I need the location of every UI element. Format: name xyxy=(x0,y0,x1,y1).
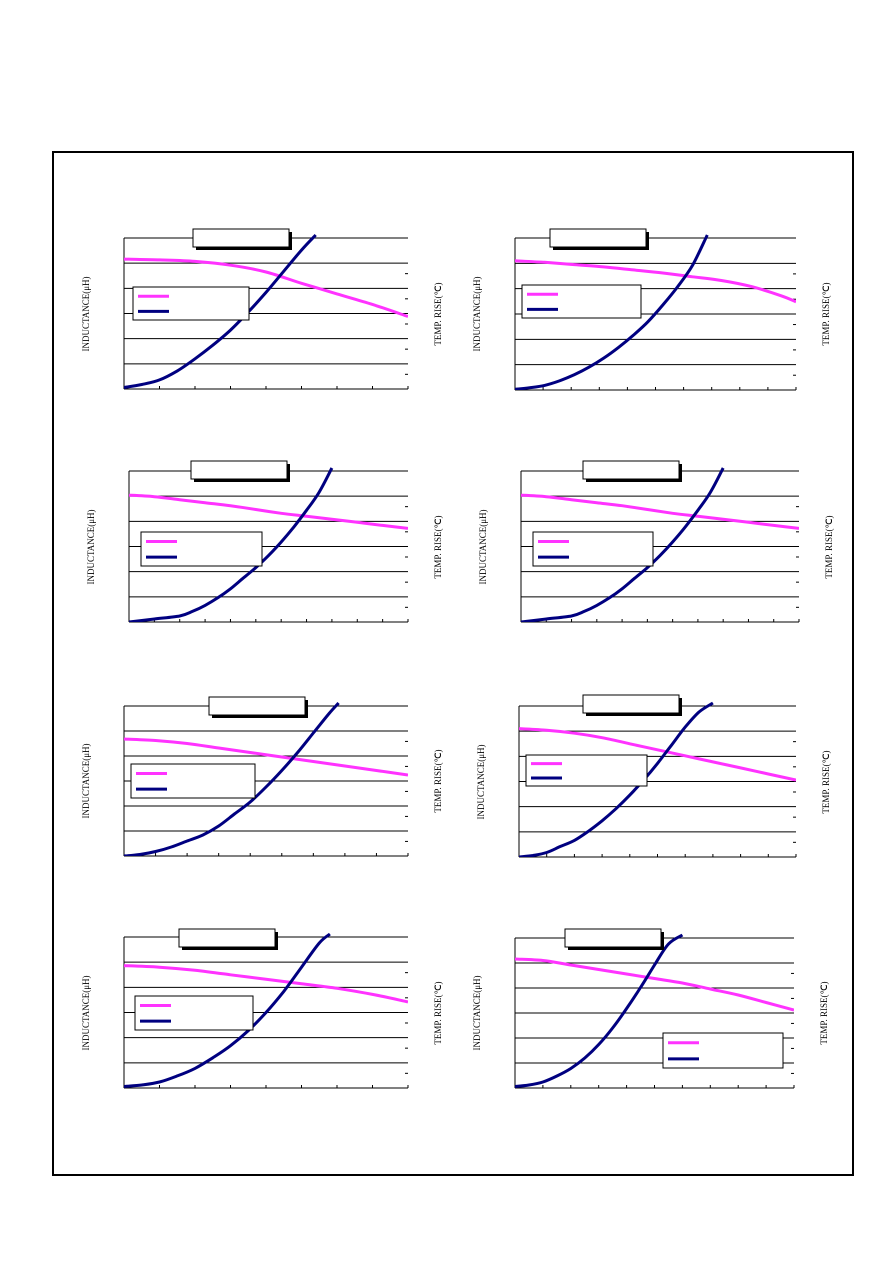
chart-title-box xyxy=(564,928,662,948)
chart-title-box xyxy=(192,228,290,248)
temp-rise-curve xyxy=(521,467,725,622)
y-axis-label: INDUCTANCE(μH) xyxy=(476,743,486,820)
temp-rise-curve xyxy=(124,701,340,856)
inductance-curve xyxy=(521,493,799,530)
temp-rise-curve xyxy=(124,932,331,1088)
y2-axis-label: TEMP. RISE(℃) xyxy=(433,749,443,813)
temp-rise-curve xyxy=(515,933,684,1088)
y-axis-label: INDUCTANCE(μH) xyxy=(472,276,482,352)
legend-box xyxy=(134,995,254,1031)
inductance-curve xyxy=(124,964,408,1004)
inductance-curve xyxy=(124,257,408,318)
y2-axis-label: TEMP. RISE(℃) xyxy=(433,514,443,579)
temp-rise-curve xyxy=(124,233,317,389)
y2-axis-label: TEMP. RISE(℃) xyxy=(433,281,443,346)
y2-axis-label: TEMP. RISE(℃) xyxy=(821,282,831,346)
y-axis-label: INDUCTANCE(μH) xyxy=(478,508,488,585)
y-axis-label: INDUCTANCE(μH) xyxy=(81,743,91,819)
y-axis-label: INDUCTANCE(μH) xyxy=(81,275,91,352)
chart-title-box xyxy=(582,460,680,480)
chart-title-box xyxy=(582,694,680,714)
legend-box xyxy=(521,284,642,319)
y2-axis-label: TEMP. RISE(℃) xyxy=(433,980,443,1045)
y-axis-label: INDUCTANCE(μH) xyxy=(472,975,482,1051)
chart-title-box xyxy=(208,696,306,716)
legend-box xyxy=(662,1032,784,1069)
legend-box xyxy=(140,531,263,567)
y-axis-label: INDUCTANCE(μH) xyxy=(86,508,96,585)
inductance-curve xyxy=(519,727,796,782)
y2-axis-label: TEMP. RISE(℃) xyxy=(821,749,831,814)
legend-box xyxy=(525,754,648,787)
y2-axis-label: TEMP. RISE(℃) xyxy=(824,514,834,579)
temp-rise-curve xyxy=(519,701,714,857)
inductance-curve xyxy=(129,493,408,530)
inductance-curve xyxy=(515,957,794,1012)
chart-title-box xyxy=(549,228,647,248)
y-axis-label: INDUCTANCE(μH) xyxy=(81,974,91,1051)
legend-box xyxy=(130,763,256,799)
chart-title-box xyxy=(190,460,288,480)
legend-box xyxy=(532,531,654,567)
chart-title-box xyxy=(178,928,276,948)
inductance-curve xyxy=(515,259,796,304)
temp-rise-curve xyxy=(129,467,334,622)
figure-frame xyxy=(52,151,854,1176)
inductance-curve xyxy=(124,737,408,777)
temp-rise-curve xyxy=(515,234,709,390)
legend-box xyxy=(132,286,250,321)
y2-axis-label: TEMP. RISE(℃) xyxy=(819,981,829,1045)
